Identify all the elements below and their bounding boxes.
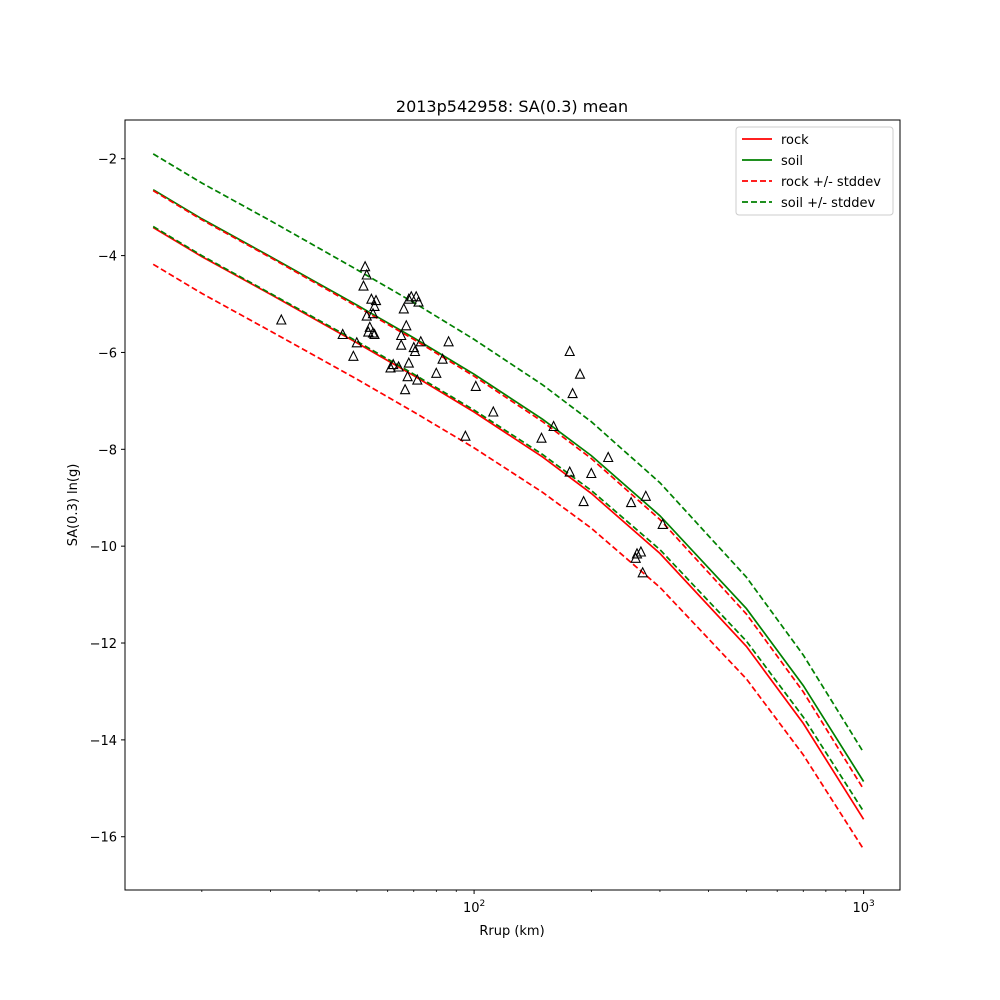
data-point bbox=[536, 431, 547, 443]
data-point bbox=[393, 360, 404, 372]
data-point bbox=[487, 405, 499, 417]
data-point bbox=[361, 268, 373, 280]
data-point bbox=[399, 383, 411, 395]
legend-label: rock +/- stddev bbox=[781, 175, 881, 190]
data-point bbox=[637, 566, 649, 578]
plot-frame bbox=[124, 119, 901, 891]
data-point bbox=[369, 300, 380, 311]
data-point bbox=[359, 260, 371, 272]
x-tick-label: 102 bbox=[463, 899, 485, 916]
y-tick-label: −12 bbox=[90, 637, 117, 652]
y-tick-label: −4 bbox=[98, 250, 117, 265]
series-line-4 bbox=[152, 263, 865, 850]
data-point bbox=[385, 361, 396, 373]
y-tick-label: −10 bbox=[90, 540, 117, 555]
y-axis-ticks: −2 −4 −6 −8 −10 −12 −14 −16 bbox=[90, 153, 125, 846]
y-tick-label: −6 bbox=[98, 346, 117, 361]
x-tick-label: 103 bbox=[852, 899, 874, 916]
series-line-3 bbox=[152, 189, 865, 790]
data-point bbox=[585, 467, 597, 479]
data-point bbox=[348, 350, 359, 361]
data-point bbox=[443, 335, 454, 347]
data-point bbox=[395, 338, 407, 350]
x-axis-ticks: 102 103 bbox=[201, 890, 875, 916]
data-point bbox=[398, 302, 410, 314]
data-point bbox=[351, 336, 363, 348]
x-axis-label: Rrup (km) bbox=[479, 924, 544, 939]
data-point bbox=[364, 321, 376, 332]
data-point bbox=[366, 292, 377, 304]
y-tick-label: −14 bbox=[90, 734, 117, 749]
data-point bbox=[437, 352, 448, 364]
y-axis-label: SA(0.3) ln(g) bbox=[66, 464, 81, 547]
data-point bbox=[403, 356, 415, 368]
data-point bbox=[415, 335, 427, 347]
data-point bbox=[402, 370, 413, 382]
y-tick-label: −2 bbox=[98, 153, 117, 168]
data-point bbox=[460, 429, 471, 441]
data-point bbox=[337, 328, 349, 340]
data-point bbox=[470, 380, 482, 391]
data-point bbox=[408, 341, 420, 353]
data-point bbox=[548, 420, 559, 432]
data-point bbox=[640, 490, 652, 501]
data-point bbox=[635, 545, 647, 557]
data-point bbox=[409, 345, 421, 357]
legend-label: soil bbox=[781, 154, 803, 169]
data-point bbox=[400, 319, 412, 331]
y-tick-label: −8 bbox=[98, 443, 117, 458]
legend-box bbox=[735, 126, 894, 216]
scatter-points bbox=[275, 260, 669, 578]
data-point bbox=[625, 496, 637, 508]
data-point bbox=[411, 373, 423, 385]
plot-area bbox=[125, 120, 900, 890]
data-point bbox=[430, 367, 442, 378]
data-point bbox=[567, 387, 578, 399]
data-point bbox=[358, 279, 369, 291]
legend: rock soil rock +/- stddev soil +/- stddev bbox=[735, 126, 894, 216]
data-point bbox=[367, 326, 379, 338]
series-lines bbox=[152, 153, 865, 850]
data-point bbox=[275, 313, 287, 325]
data-point bbox=[370, 294, 382, 306]
data-point bbox=[602, 451, 614, 463]
series-line-6 bbox=[152, 225, 865, 812]
data-point bbox=[413, 295, 424, 307]
data-point bbox=[564, 465, 576, 477]
data-point bbox=[578, 495, 589, 507]
data-point bbox=[631, 547, 643, 559]
data-point bbox=[564, 345, 576, 357]
series-line-5 bbox=[152, 153, 865, 753]
data-point bbox=[403, 292, 415, 304]
data-point bbox=[574, 367, 586, 379]
chart-title: 2013p542958: SA(0.3) mean bbox=[396, 97, 628, 116]
data-point bbox=[367, 307, 379, 319]
legend-label: rock bbox=[781, 133, 809, 148]
y-tick-label: −16 bbox=[90, 831, 117, 846]
legend-label: soil +/- stddev bbox=[781, 196, 876, 211]
data-point bbox=[369, 328, 380, 340]
data-point bbox=[387, 358, 399, 370]
data-point bbox=[657, 518, 669, 529]
